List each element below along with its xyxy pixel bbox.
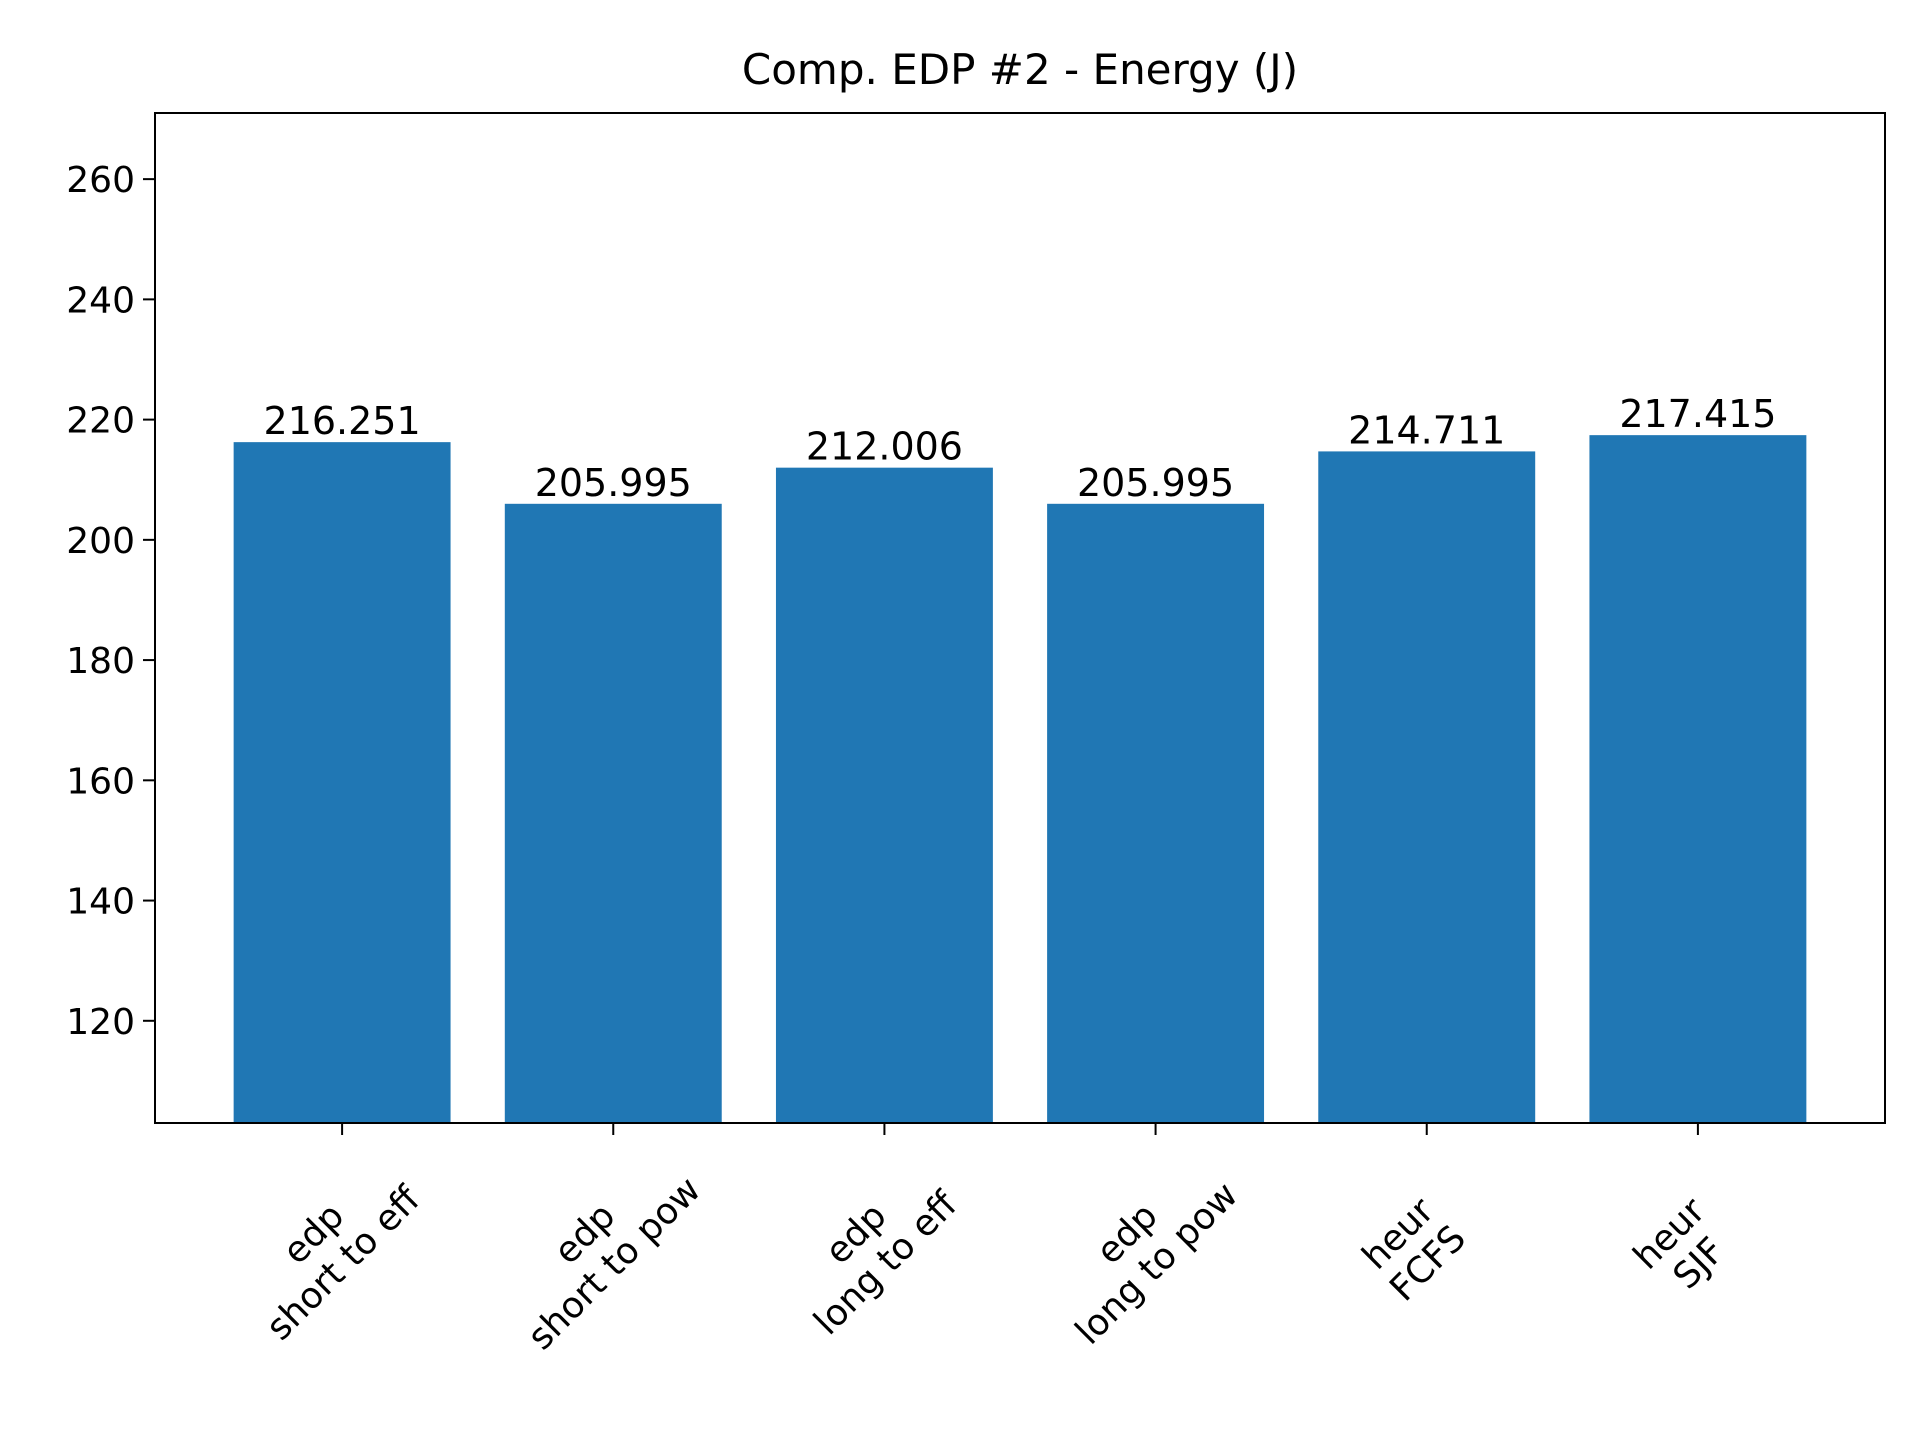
y-tick-label: 220	[66, 401, 135, 442]
bar-value-label: 216.251	[264, 399, 421, 443]
bar-value-label: 205.995	[1077, 461, 1234, 505]
bar	[504, 503, 722, 1124]
bar	[1047, 503, 1265, 1124]
x-tick-label: edplong to eff	[777, 1154, 966, 1343]
bar-value-label: 217.415	[1619, 392, 1776, 436]
y-tick-label: 240	[66, 280, 135, 321]
x-axis: edpshort to eff edpshort to pow edplong to…	[229, 1123, 1743, 1358]
y-tick-label: 140	[66, 882, 135, 923]
y-tick-label: 180	[66, 641, 135, 682]
x-tick-label: edpshort to eff	[229, 1148, 429, 1348]
x-tick-label-line: short to pow	[520, 1169, 709, 1358]
bar	[1589, 435, 1807, 1123]
y-axis: 120 140 160 180 200 220 240 260	[66, 160, 155, 1043]
y-tick-label: 200	[66, 521, 135, 562]
y-tick-label: 260	[66, 160, 135, 201]
x-tick-label: edplong to pow	[1038, 1145, 1246, 1353]
x-tick-label: heurSJF	[1626, 1190, 1743, 1307]
bar-value-label: 205.995	[535, 461, 692, 505]
x-tick-label-line: short to eff	[259, 1178, 429, 1348]
bars-layer	[233, 435, 1807, 1124]
x-tick-label: heurFCFS	[1353, 1188, 1474, 1309]
bar-value-label: 212.006	[806, 425, 963, 469]
bar-value-label: 214.711	[1348, 408, 1505, 452]
x-tick-label-line: long to pow	[1068, 1175, 1246, 1353]
y-tick-label: 120	[66, 1002, 135, 1043]
bar	[233, 442, 451, 1124]
value-labels-layer: 216.251 205.995 212.006 205.995 214.711 217.4…	[264, 392, 1777, 505]
bar	[1318, 451, 1536, 1123]
y-tick-label: 160	[66, 761, 135, 802]
x-tick-label-line: long to eff	[806, 1183, 966, 1343]
chart-title: Comp. EDP #2 - Energy (J)	[742, 45, 1298, 94]
x-tick-label: edpshort to pow	[491, 1140, 709, 1358]
bar	[775, 467, 993, 1123]
plot-frame	[154, 112, 1886, 1124]
